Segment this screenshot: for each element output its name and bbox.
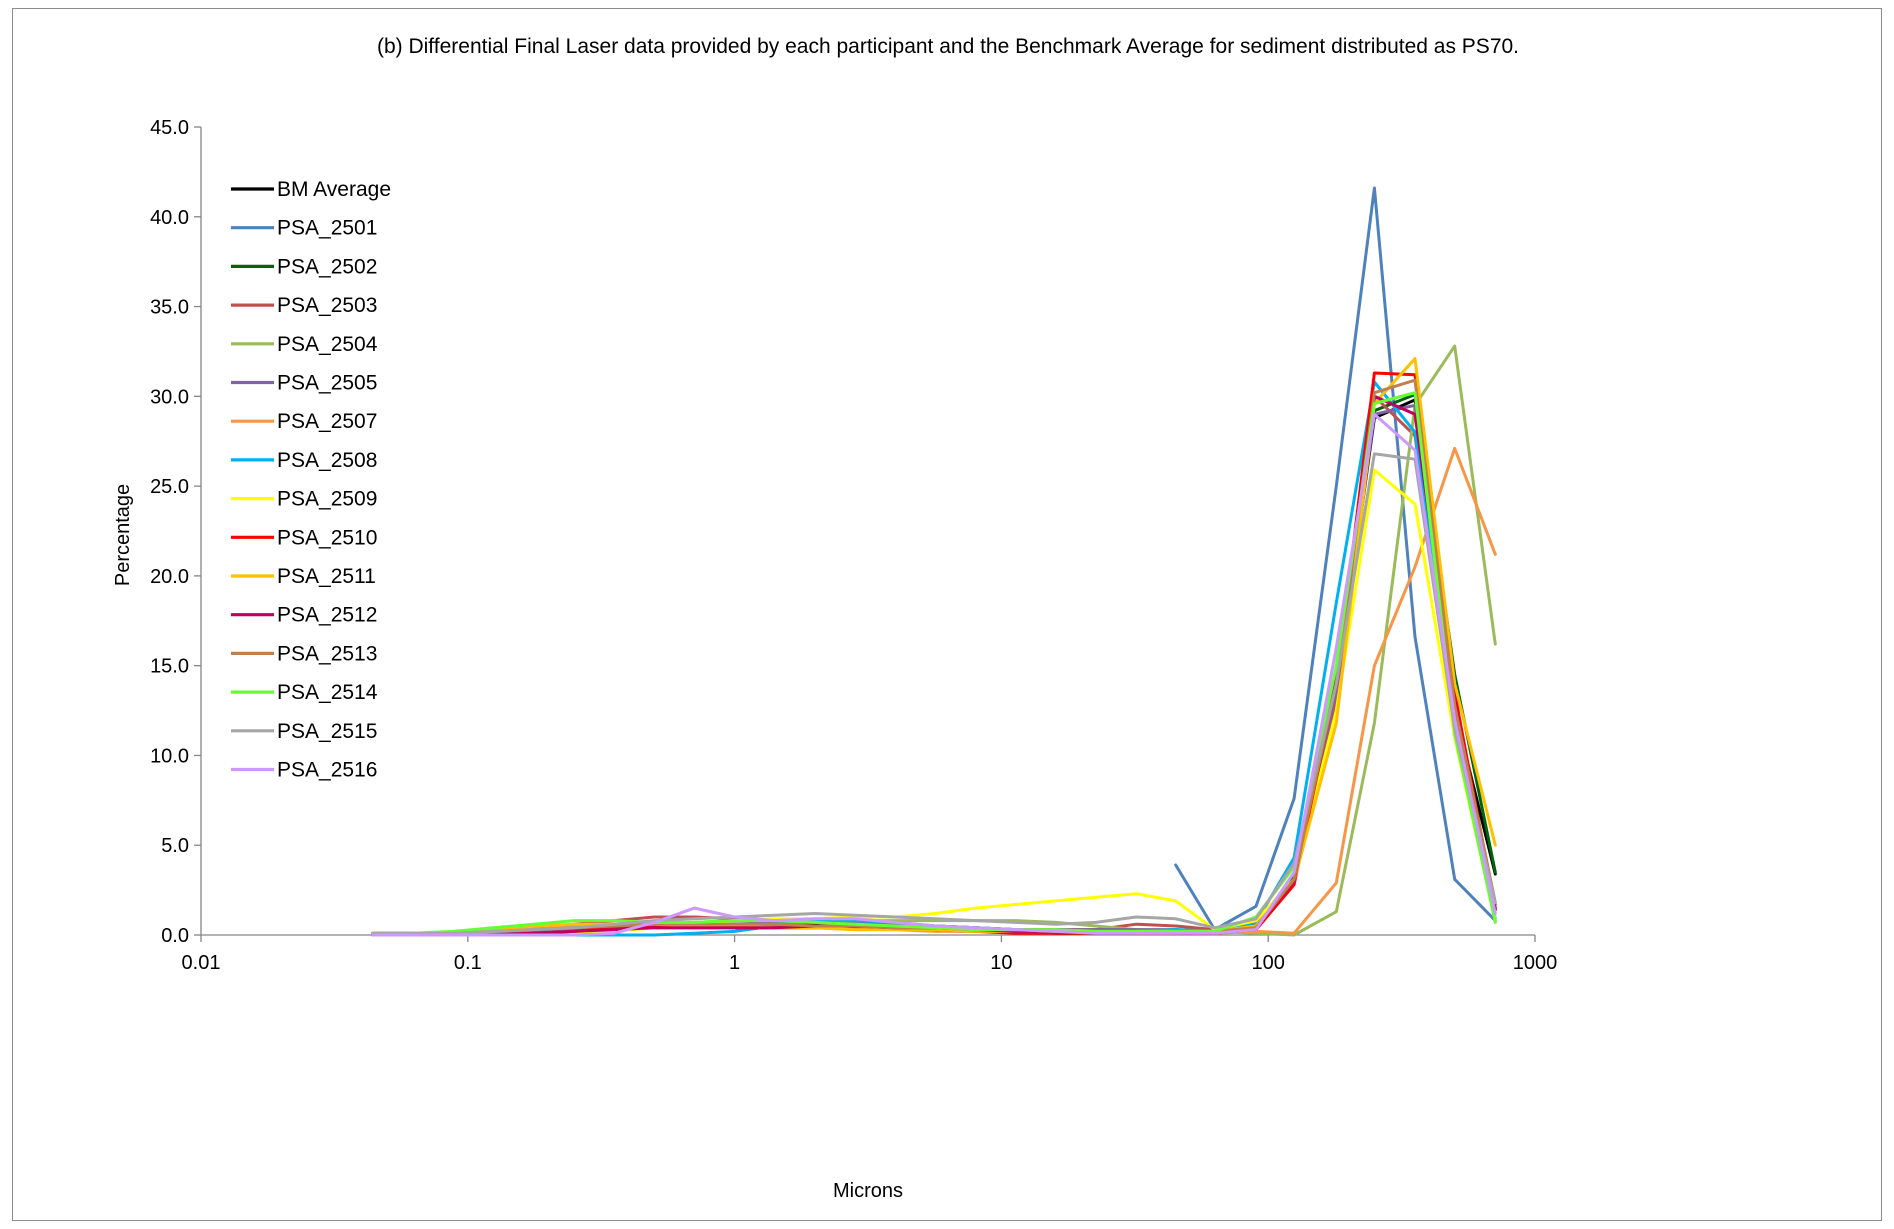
- y-tick-label: 5.0: [161, 835, 189, 857]
- legend-item-psa-2505: PSA_2505: [231, 372, 377, 395]
- series-line-psa-2511: [371, 357, 1497, 935]
- legend-label: PSA_2512: [277, 604, 377, 627]
- legend-label: PSA_2510: [277, 526, 377, 549]
- legend-item-psa-2514: PSA_2514: [231, 681, 378, 704]
- x-tick-label: 1: [729, 952, 740, 974]
- legend-label: PSA_2507: [277, 410, 377, 433]
- legend-item-psa-2516: PSA_2516: [231, 759, 377, 782]
- legend-item-psa-2502: PSA_2502: [231, 255, 377, 278]
- legend-item-psa-2509: PSA_2509: [231, 488, 377, 511]
- series-line-psa-2501: [1174, 186, 1497, 932]
- y-tick-label: 45.0: [150, 117, 189, 139]
- legend-item-psa-2515: PSA_2515: [231, 720, 377, 743]
- y-tick-label: 10.0: [150, 745, 189, 767]
- legend-label: PSA_2508: [277, 449, 377, 472]
- chart-canvas: (b) Differential Final Laser data provid…: [112, 35, 1557, 1202]
- legend-item-psa-2503: PSA_2503: [231, 294, 377, 317]
- legend-item-psa-2510: PSA_2510: [231, 526, 377, 549]
- x-axis-label: Microns: [833, 1180, 903, 1202]
- legend-item-psa-2513: PSA_2513: [231, 642, 377, 665]
- x-tick-label: 0.1: [454, 952, 482, 974]
- legend-item-psa-2511: PSA_2511: [231, 565, 376, 588]
- x-tick-label: 1000: [1513, 952, 1558, 974]
- legend-label: PSA_2515: [277, 720, 377, 743]
- series-line-psa-2505: [371, 403, 1497, 935]
- y-tick-label: 20.0: [150, 566, 189, 588]
- x-tick-label: 100: [1252, 952, 1285, 974]
- legend-item-psa-2508: PSA_2508: [231, 449, 377, 472]
- legend-label: PSA_2503: [277, 294, 377, 317]
- legend-label: PSA_2516: [277, 759, 377, 782]
- legend-label: PSA_2511: [277, 565, 376, 588]
- y-tick-label: 25.0: [150, 476, 189, 498]
- series-line-psa-2516: [371, 412, 1497, 937]
- series-lines: [371, 186, 1497, 937]
- legend-item-psa-2512: PSA_2512: [231, 604, 377, 627]
- legend-label: PSA_2514: [277, 681, 378, 704]
- legend-label: PSA_2505: [277, 372, 377, 395]
- y-tick-label: 0.0: [161, 925, 189, 947]
- y-tick-label: 30.0: [150, 386, 189, 408]
- legend-label: PSA_2513: [277, 642, 377, 665]
- y-tick-label: 40.0: [150, 207, 189, 229]
- y-tick-label: 15.0: [150, 656, 189, 678]
- x-tick-label: 0.01: [182, 952, 221, 974]
- legend-label: PSA_2504: [277, 333, 378, 356]
- chart-title: (b) Differential Final Laser data provid…: [377, 35, 1519, 58]
- x-tick-label: 10: [990, 952, 1012, 974]
- y-axis-label: Percentage: [112, 484, 134, 586]
- series-line-psa-2504: [371, 344, 1497, 937]
- legend-item-bm-average: BM Average: [231, 178, 391, 201]
- series-line-psa-2508: [371, 380, 1497, 937]
- legend-label: PSA_2501: [277, 217, 377, 240]
- legend-item-psa-2504: PSA_2504: [231, 333, 378, 356]
- legend: BM Average PSA_2501 PSA_2502 PSA_2503 PSA_25…: [231, 178, 391, 782]
- legend-label: BM Average: [277, 178, 391, 201]
- series-line-psa-2507: [371, 446, 1497, 935]
- legend-item-psa-2507: PSA_2507: [231, 410, 377, 433]
- legend-label: PSA_2502: [277, 255, 377, 278]
- legend-item-psa-2501: PSA_2501: [231, 217, 377, 240]
- y-tick-label: 35.0: [150, 297, 189, 319]
- axes: 0.0 5.0 10.0 15.0 20.0 25.0 30.0 35.0 40.0 45.0 0.…: [150, 117, 1557, 974]
- legend-label: PSA_2509: [277, 488, 377, 511]
- chart-frame: (b) Differential Final Laser data provid…: [12, 8, 1882, 1221]
